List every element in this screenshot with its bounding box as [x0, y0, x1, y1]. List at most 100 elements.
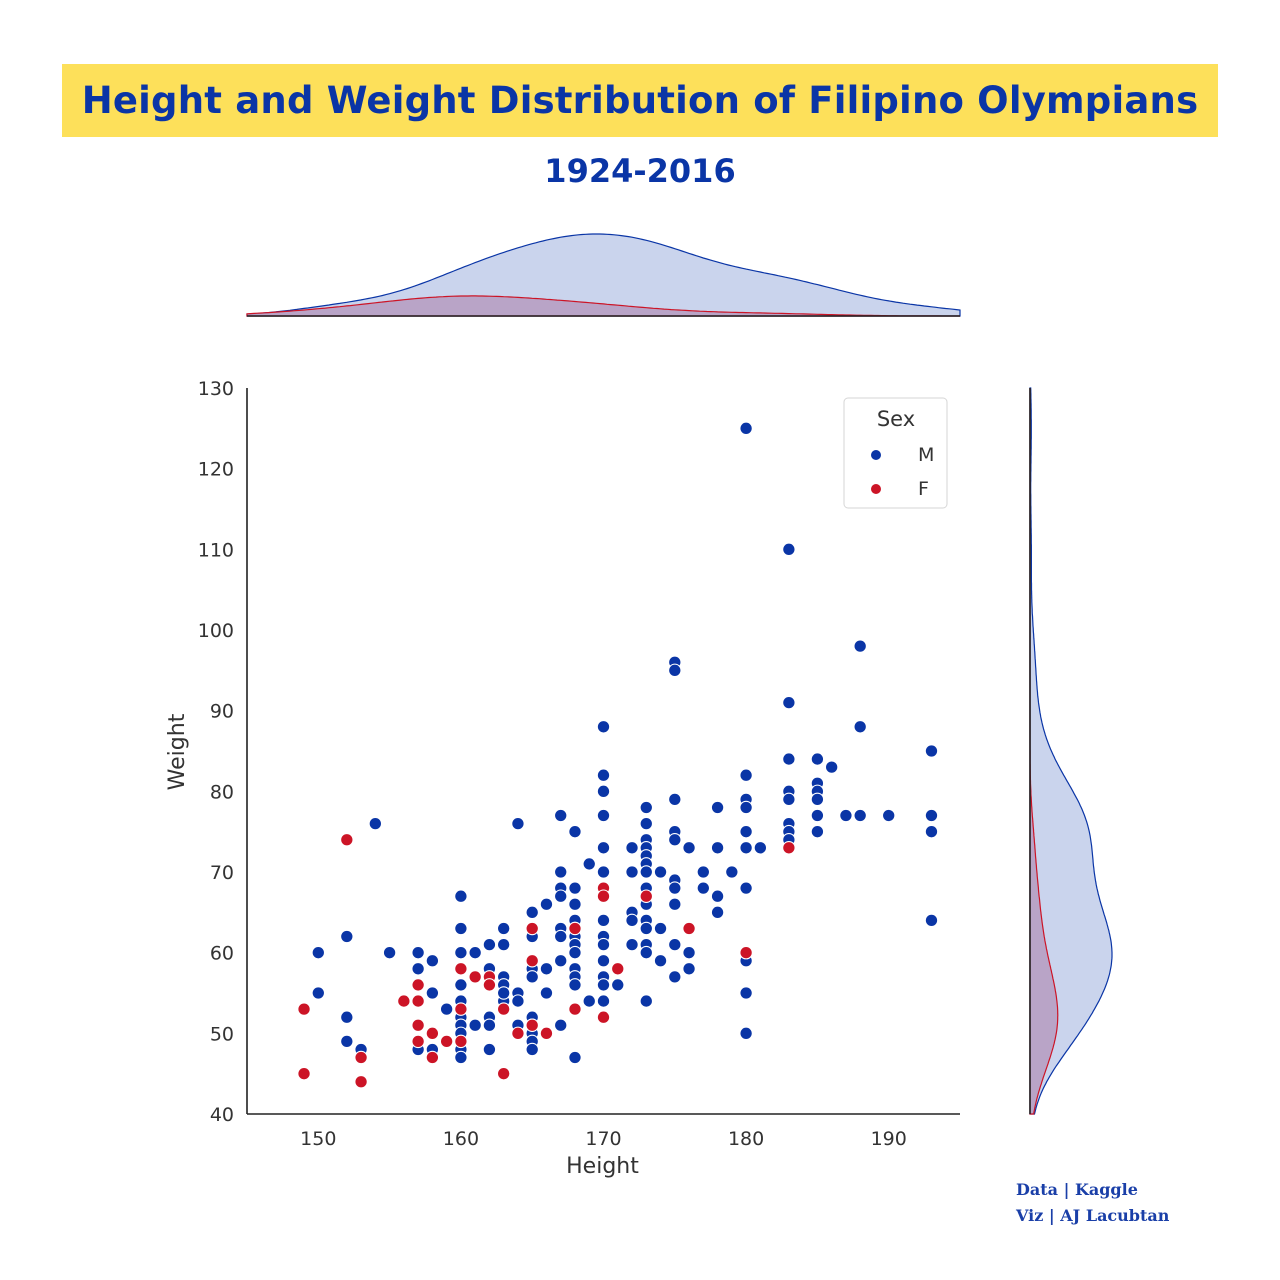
- data-point-m: [924, 824, 939, 839]
- data-point-m: [639, 865, 654, 879]
- data-point-m: [496, 937, 511, 952]
- data-point-m: [553, 1018, 568, 1033]
- data-point-m: [596, 994, 611, 1008]
- height-kde-marginal: [246, 233, 961, 317]
- y-tick-label: 70: [210, 862, 234, 884]
- data-point-m: [625, 913, 639, 928]
- legend-m-label: M: [918, 444, 934, 466]
- data-point-f: [482, 978, 497, 992]
- data-point-m: [568, 897, 582, 912]
- data-point-f: [297, 1002, 311, 1016]
- data-point-f: [411, 978, 425, 992]
- data-point-m: [881, 808, 896, 823]
- data-point-m: [668, 897, 682, 912]
- data-point-f: [439, 1034, 454, 1049]
- data-point-m: [454, 978, 468, 992]
- x-tick-label: 190: [871, 1128, 907, 1150]
- data-point-f: [639, 889, 654, 903]
- data-point-m: [525, 970, 539, 984]
- data-point-f: [454, 1034, 468, 1049]
- data-point-m: [596, 865, 611, 879]
- data-point-m: [340, 929, 354, 944]
- data-point-m: [810, 792, 825, 807]
- data-point-m: [553, 808, 568, 823]
- data-point-m: [596, 808, 611, 823]
- data-point-m: [668, 832, 682, 847]
- data-point-m: [568, 978, 582, 992]
- data-point-m: [710, 889, 725, 903]
- data-point-m: [568, 881, 582, 895]
- data-point-f: [496, 1002, 511, 1016]
- data-point-m: [739, 768, 753, 782]
- data-point-m: [839, 808, 853, 823]
- data-point-m: [810, 824, 825, 839]
- data-source-credit: Data | Kaggle: [1016, 1180, 1138, 1199]
- weight-kde-m: [1029, 387, 1113, 1115]
- data-point-m: [810, 752, 825, 766]
- data-point-m: [739, 841, 753, 855]
- data-point-m: [568, 824, 582, 839]
- data-point-m: [468, 1018, 482, 1033]
- data-point-m: [596, 978, 611, 992]
- data-point-m: [482, 1018, 497, 1033]
- x-tick-label: 160: [443, 1128, 479, 1150]
- data-point-m: [496, 921, 511, 936]
- legend-f-marker: [871, 484, 881, 494]
- data-point-m: [496, 986, 511, 1000]
- y-tick-label: 60: [210, 943, 234, 965]
- data-point-m: [924, 808, 939, 823]
- data-point-m: [411, 962, 425, 976]
- data-point-m: [596, 784, 611, 799]
- y-axis-label: Weight: [165, 713, 190, 790]
- data-point-m: [539, 897, 554, 912]
- credits: Data | Kaggle Viz | AJ Lacubtan: [1016, 1177, 1169, 1229]
- y-tick-label: 100: [198, 620, 234, 642]
- data-point-m: [596, 937, 611, 952]
- data-point-m: [596, 953, 611, 968]
- data-point-m: [668, 792, 682, 807]
- data-point-m: [739, 986, 753, 1000]
- data-point-m: [739, 1026, 753, 1041]
- data-point-m: [511, 816, 525, 831]
- data-point-m: [653, 953, 668, 968]
- data-point-m: [639, 945, 654, 960]
- data-point-m: [639, 921, 654, 936]
- x-tick-label: 150: [300, 1128, 336, 1150]
- weight-kde-marginal: [1029, 387, 1113, 1115]
- data-point-m: [725, 865, 739, 879]
- data-point-m: [682, 841, 696, 855]
- y-tick-label: 120: [198, 459, 234, 481]
- x-tick-label: 170: [585, 1128, 621, 1150]
- data-point-m: [539, 986, 554, 1000]
- height-kde-m: [246, 233, 961, 317]
- data-point-f: [596, 1010, 611, 1024]
- data-point-m: [311, 945, 326, 960]
- data-point-f: [297, 1066, 311, 1081]
- data-point-m: [582, 857, 596, 871]
- data-point-f: [568, 921, 582, 936]
- data-point-m: [696, 881, 711, 895]
- data-point-m: [582, 994, 596, 1008]
- scatter-axes: 150 160 170 180 190 40 50 60 70 80 90 100 110 120 130 H…: [165, 378, 960, 1179]
- data-point-m: [739, 824, 753, 839]
- data-point-f: [425, 1050, 440, 1065]
- data-point-f: [525, 953, 539, 968]
- data-point-m: [525, 905, 539, 920]
- data-point-f: [411, 994, 425, 1008]
- data-point-m: [596, 720, 611, 734]
- y-tick-label: 40: [210, 1104, 234, 1126]
- data-point-m: [596, 768, 611, 782]
- data-point-m: [411, 945, 425, 960]
- data-point-m: [853, 720, 867, 734]
- data-point-m: [682, 945, 696, 960]
- data-point-f: [354, 1050, 368, 1065]
- data-point-m: [639, 994, 654, 1008]
- data-point-m: [568, 1050, 582, 1065]
- data-point-m: [639, 816, 654, 831]
- data-point-f: [468, 970, 482, 984]
- data-point-f: [539, 1026, 554, 1041]
- data-point-f: [782, 841, 796, 855]
- data-point-m: [482, 1042, 497, 1057]
- data-point-m: [625, 841, 639, 855]
- data-point-m: [668, 663, 682, 678]
